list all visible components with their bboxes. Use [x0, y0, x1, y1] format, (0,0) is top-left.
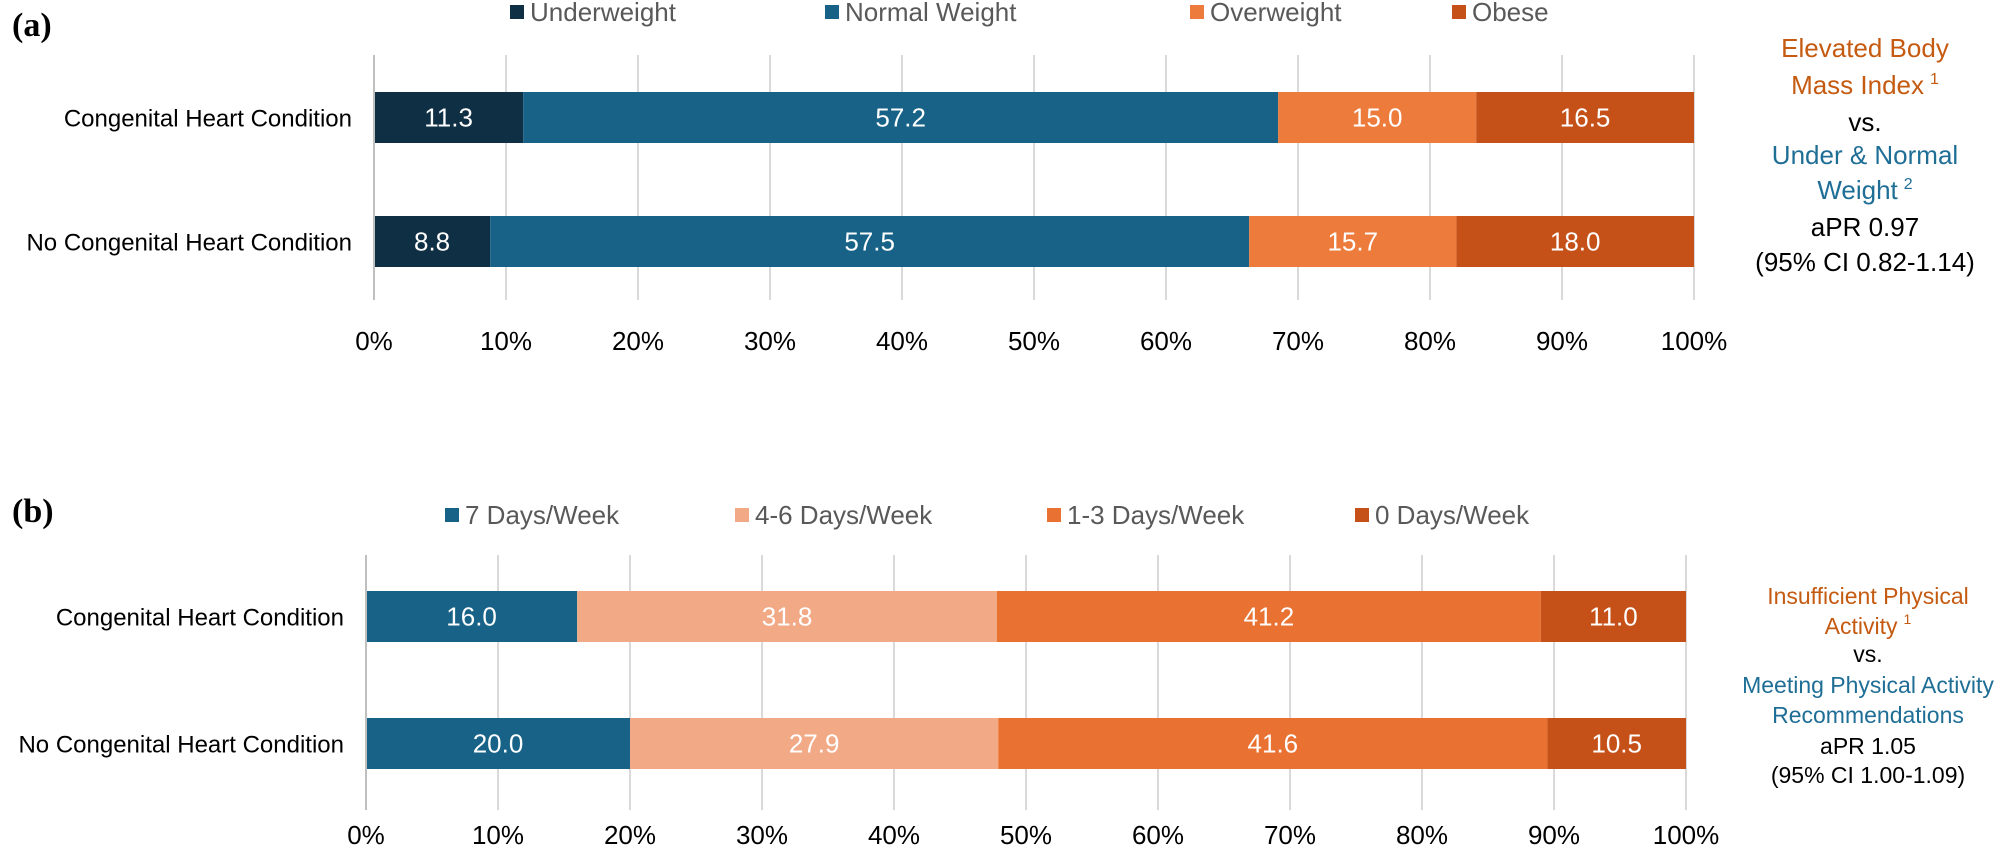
data-label: 8.8: [414, 227, 450, 257]
legend-label: Normal Weight: [845, 0, 1017, 27]
legend-swatch: [510, 5, 524, 19]
x-tick-label: 40%: [868, 820, 920, 850]
bar-segment: [998, 718, 1548, 769]
chart-panel-b: (b) 0% 10% 20% 30% 40% 50% 60% 70% 80% 90% 100% 7 Da…: [12, 493, 1994, 850]
annotation-line: Mass Index 1: [1791, 70, 1939, 100]
bar-segment: [374, 216, 491, 267]
x-tick-label: 50%: [1000, 820, 1052, 850]
category-label: Congenital Heart Condition: [64, 106, 352, 133]
legend-label: Underweight: [530, 0, 677, 27]
annotation-line: (95% CI 0.82-1.14): [1755, 247, 1975, 277]
legend-swatch: [1452, 5, 1466, 19]
bar-segment: [523, 92, 1279, 143]
x-tick-label: 80%: [1404, 326, 1456, 356]
panel-label: (b): [12, 493, 54, 530]
category-label: No Congenital Heart Condition: [18, 732, 344, 759]
annotation-line: Weight 2: [1817, 175, 1912, 205]
x-tick-label: 60%: [1140, 326, 1192, 356]
x-tick-label: 90%: [1528, 820, 1580, 850]
data-label: 15.7: [1327, 227, 1378, 257]
bar-segment: [1249, 216, 1457, 267]
x-tick-label: 40%: [876, 326, 928, 356]
data-label: 18.0: [1550, 227, 1601, 257]
bar-segment: [490, 216, 1250, 267]
legend-swatch: [825, 5, 839, 19]
data-label: 11.0: [1589, 602, 1638, 632]
x-tick-label: 0%: [355, 326, 393, 356]
bar-segment: [1547, 718, 1686, 769]
panel-label: (a): [12, 7, 52, 44]
x-tick-label: 80%: [1396, 820, 1448, 850]
legend-label: 1-3 Days/Week: [1067, 500, 1245, 530]
annotation-line: aPR 1.05: [1820, 733, 1916, 759]
data-label: 11.3: [424, 103, 473, 133]
x-tick-label: 10%: [480, 326, 532, 356]
data-label: 57.2: [875, 103, 926, 133]
legend-swatch: [1355, 508, 1369, 522]
x-tick-label: 70%: [1272, 326, 1324, 356]
data-label: 41.6: [1248, 729, 1299, 759]
x-tick-label: 10%: [472, 820, 524, 850]
legend-swatch: [1047, 508, 1061, 522]
data-label: 10.5: [1591, 729, 1642, 759]
x-tick-label: 0%: [347, 820, 385, 850]
annotation-line: aPR 0.97: [1811, 212, 1919, 242]
annotation-block: Elevated Body Mass Index 1 vs.Under & Norma…: [1755, 33, 1975, 277]
chart-panel-a: (a) 0% 10% 20% 30% 40% 50% 60% 70% 80% 90% 100% Unde…: [12, 0, 1975, 356]
x-tick-label: 70%: [1264, 820, 1316, 850]
annotation-line: (95% CI 1.00-1.09): [1771, 762, 1965, 788]
data-label: 15.0: [1352, 103, 1403, 133]
data-label: 27.9: [789, 729, 840, 759]
bar-segment: [996, 591, 1541, 642]
data-label: 16.0: [446, 602, 497, 632]
legend-label: 7 Days/Week: [465, 500, 620, 530]
category-label: Congenital Heart Condition: [56, 605, 344, 632]
legend-label: 0 Days/Week: [1375, 500, 1530, 530]
annotation-line: Under & Normal: [1772, 140, 1958, 170]
annotation-line: vs.: [1853, 641, 1882, 667]
bar-segment: [577, 591, 997, 642]
data-label: 41.2: [1244, 602, 1295, 632]
bar-segment: [374, 92, 524, 143]
x-tick-label: 20%: [604, 820, 656, 850]
x-tick-label: 30%: [744, 326, 796, 356]
data-label: 16.5: [1560, 103, 1611, 133]
annotation-line: vs.: [1848, 107, 1881, 137]
legend-label: Obese: [1472, 0, 1549, 27]
x-tick-label: 50%: [1008, 326, 1060, 356]
data-label: 57.5: [844, 227, 895, 257]
bar-segment: [1278, 92, 1477, 143]
x-tick-label: 20%: [612, 326, 664, 356]
bar-segment: [366, 591, 578, 642]
legend-label: 4-6 Days/Week: [755, 500, 933, 530]
legend-swatch: [445, 508, 459, 522]
annotation-line: Activity 1: [1825, 611, 1912, 639]
x-tick-label: 100%: [1653, 820, 1720, 850]
data-label: 31.8: [762, 602, 813, 632]
legend-swatch: [1190, 5, 1204, 19]
x-tick-label: 60%: [1132, 820, 1184, 850]
x-tick-label: 100%: [1661, 326, 1728, 356]
x-tick-label: 30%: [736, 820, 788, 850]
annotation-line: Recommendations: [1772, 702, 1964, 728]
x-tick-label: 90%: [1536, 326, 1588, 356]
bar-segment: [1476, 92, 1694, 143]
category-label: No Congenital Heart Condition: [26, 230, 352, 257]
bar-segment: [366, 718, 630, 769]
data-label: 20.0: [473, 729, 524, 759]
legend-label: Overweight: [1210, 0, 1342, 27]
bar-segment: [1456, 216, 1694, 267]
legend-swatch: [735, 508, 749, 522]
annotation-line: Insufficient Physical: [1767, 583, 1969, 609]
annotation-line: Elevated Body: [1781, 33, 1949, 63]
annotation-line: Meeting Physical Activity: [1742, 672, 1994, 698]
bar-segment: [630, 718, 999, 769]
bar-segment: [1540, 591, 1686, 642]
